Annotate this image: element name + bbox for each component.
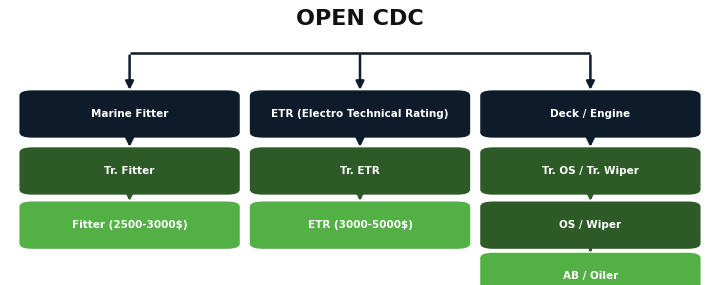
FancyBboxPatch shape [250, 147, 470, 195]
Text: Tr. ETR: Tr. ETR [340, 166, 380, 176]
Text: ETR (3000-5000$): ETR (3000-5000$) [307, 220, 413, 230]
Text: ETR (Electro Technical Rating): ETR (Electro Technical Rating) [271, 109, 449, 119]
Text: OS / Wiper: OS / Wiper [559, 220, 621, 230]
FancyBboxPatch shape [480, 90, 701, 138]
FancyBboxPatch shape [19, 147, 240, 195]
Text: Fitter (2500-3000$): Fitter (2500-3000$) [72, 220, 187, 230]
FancyBboxPatch shape [480, 147, 701, 195]
FancyBboxPatch shape [250, 201, 470, 249]
Text: Tr. OS / Tr. Wiper: Tr. OS / Tr. Wiper [542, 166, 639, 176]
FancyBboxPatch shape [250, 90, 470, 138]
Text: AB / Oiler: AB / Oiler [563, 271, 618, 282]
Text: OPEN CDC: OPEN CDC [296, 9, 424, 28]
FancyBboxPatch shape [480, 253, 701, 285]
FancyBboxPatch shape [480, 201, 701, 249]
FancyBboxPatch shape [19, 90, 240, 138]
FancyBboxPatch shape [19, 201, 240, 249]
Text: Marine Fitter: Marine Fitter [91, 109, 168, 119]
Text: Deck / Engine: Deck / Engine [550, 109, 631, 119]
Text: Tr. Fitter: Tr. Fitter [104, 166, 155, 176]
